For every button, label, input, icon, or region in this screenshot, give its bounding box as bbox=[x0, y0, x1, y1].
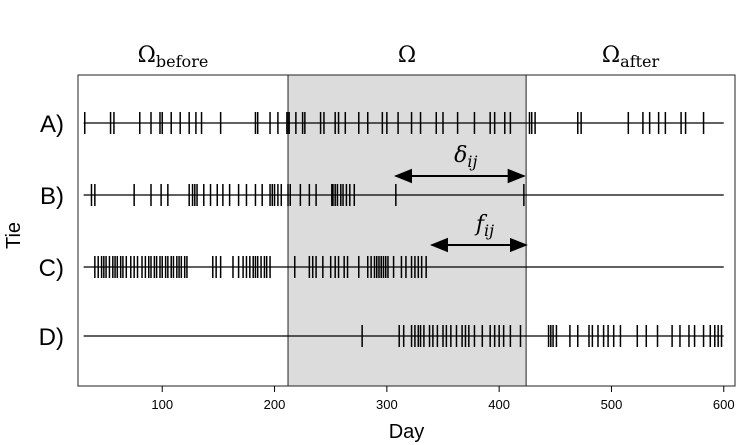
x-tick-label: 600 bbox=[713, 397, 735, 412]
x-tick-label: 400 bbox=[488, 397, 510, 412]
x-tick-label: 300 bbox=[376, 397, 398, 412]
tie-label: A) bbox=[40, 111, 64, 138]
plot-frame bbox=[77, 74, 736, 387]
annotation-label: δij bbox=[454, 143, 477, 171]
tie-label: B) bbox=[40, 183, 64, 210]
region-label-omega: Ω bbox=[398, 43, 416, 68]
region-label-before: Ωbefore bbox=[138, 43, 209, 71]
tie-rows-layer: A) B) C) D) bbox=[39, 111, 724, 351]
tie-label: C) bbox=[39, 255, 64, 282]
x-tick-label: 500 bbox=[601, 397, 623, 412]
axes-layer: 100 200 300 400 500 600 Day Tie bbox=[3, 74, 736, 443]
x-tick-label: 200 bbox=[264, 397, 286, 412]
y-axis-title: Tie bbox=[3, 222, 25, 249]
x-tick-label: 100 bbox=[151, 397, 173, 412]
region-label-after: Ωafter bbox=[602, 43, 660, 71]
omega-window-region bbox=[288, 75, 527, 386]
x-axis-title: Day bbox=[389, 421, 425, 443]
region-layer: Ωbefore Ω Ωafter bbox=[138, 43, 660, 386]
tie-label: D) bbox=[39, 324, 64, 351]
